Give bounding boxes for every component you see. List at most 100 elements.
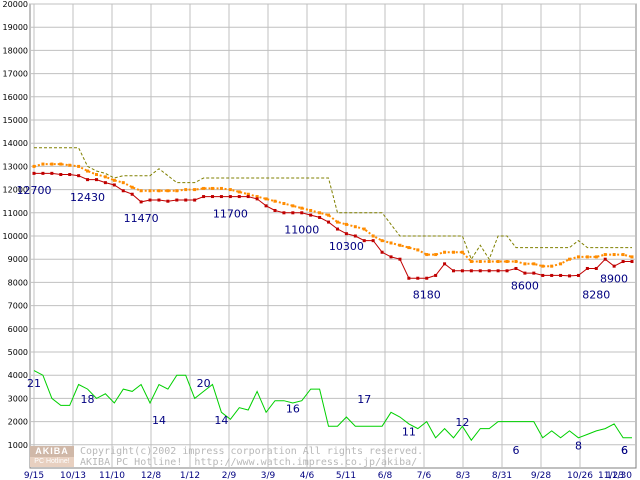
series-min-point — [86, 178, 90, 182]
series-avg-point — [166, 189, 170, 193]
series-min-point — [300, 211, 304, 215]
x-tick-label: 5/11 — [336, 471, 356, 480]
logo-top-text: AKIBA — [30, 446, 74, 457]
series-avg-point — [94, 173, 98, 177]
series-min-point — [112, 183, 116, 187]
series-avg-point — [184, 188, 188, 192]
series-min-point — [282, 211, 286, 215]
series-avg-point — [621, 253, 625, 257]
y-tick-label: 11000 — [3, 209, 28, 218]
series-avg-point — [112, 178, 116, 182]
series-min-point — [541, 273, 545, 277]
series-min-point — [371, 239, 375, 243]
series-avg-point — [68, 163, 72, 167]
series-avg-point — [505, 260, 509, 264]
x-tick-label: 11/10 — [99, 471, 125, 480]
series-min-point — [59, 173, 63, 177]
series-avg-point — [532, 262, 536, 266]
series-avg-point — [362, 227, 366, 231]
series-min-point — [202, 195, 206, 199]
series-avg-point — [318, 211, 322, 215]
series-min-point — [612, 264, 616, 268]
series-avg-point — [434, 253, 438, 257]
series-avg-point — [219, 186, 223, 190]
series-avg-point — [496, 260, 500, 264]
series-min-point — [523, 271, 527, 275]
x-tick-label: 2/9 — [222, 471, 237, 480]
series-min-point — [514, 266, 518, 270]
series-avg-point — [282, 202, 286, 206]
data-label: 8600 — [511, 279, 539, 292]
series-avg-point — [487, 260, 491, 264]
series-min-point — [496, 269, 500, 273]
y-tick-label: 9000 — [8, 255, 28, 264]
series-avg-point — [478, 260, 482, 264]
series-min-point — [594, 266, 598, 270]
x-tick-label: 1/12 — [180, 471, 200, 480]
series-min-point — [469, 269, 473, 273]
series-min-point — [559, 273, 563, 277]
credit-line: AKIBA PC Hotline! http://www.watch.impre… — [80, 457, 418, 468]
series-avg-point — [344, 222, 348, 226]
series-min-point — [407, 276, 411, 280]
series-min-point — [148, 198, 152, 202]
x-tick-label: 10/13 — [60, 471, 86, 480]
series-avg-line — [33, 163, 633, 268]
series-count-line — [33, 370, 632, 442]
y-tick-label: 20000 — [3, 0, 28, 9]
series-min-point — [603, 257, 607, 261]
y-tick-label: 16000 — [3, 93, 28, 102]
series-max-line — [34, 147, 632, 261]
series-avg-point — [603, 253, 607, 257]
series-avg-point — [175, 189, 179, 193]
series-min-point — [621, 260, 625, 264]
series-avg-point — [541, 264, 545, 268]
series-min-point — [77, 174, 81, 178]
data-label: 14 — [214, 414, 228, 427]
series-avg-point — [211, 186, 215, 190]
y-tick-label: 2000 — [8, 418, 28, 427]
series-avg-point — [327, 213, 331, 217]
series-min-point — [175, 198, 179, 202]
series-avg-point — [469, 260, 473, 264]
series-min-point — [166, 199, 170, 203]
data-label: 20 — [197, 377, 211, 390]
data-label: 12 — [455, 416, 469, 429]
series-min-point — [219, 195, 223, 199]
x-tick-label: 9/15 — [24, 471, 44, 480]
series-avg-point — [41, 162, 45, 166]
y-tick-label: 4000 — [8, 371, 28, 380]
series-avg-point — [460, 250, 464, 254]
series-avg-point — [514, 260, 518, 264]
data-label: 11470 — [124, 212, 159, 225]
series-avg-point — [630, 255, 634, 259]
series-min-point — [532, 271, 536, 275]
series-avg-point — [228, 188, 232, 192]
series-min-point — [184, 198, 188, 202]
series-min-point — [585, 266, 589, 270]
y-tick-label: 18000 — [3, 46, 28, 55]
y-tick-label: 3000 — [8, 394, 28, 403]
series-avg-point — [353, 225, 357, 229]
series-min-point — [103, 181, 107, 185]
data-label: 11 — [402, 426, 416, 439]
series-min-point — [550, 273, 554, 277]
series-min-point — [478, 269, 482, 273]
copyright-line: Copyright(c)2002 impress corporation All… — [80, 446, 424, 457]
series-avg-point — [246, 192, 250, 196]
series-min-point — [228, 195, 232, 199]
series-min-point — [398, 257, 402, 261]
data-label: 10300 — [329, 240, 364, 253]
x-tick-label: 8/3 — [456, 471, 470, 480]
series-min-point — [335, 227, 339, 231]
series-avg-point — [193, 188, 197, 192]
series-min-point — [487, 269, 491, 273]
y-tick-label: 7000 — [8, 302, 28, 311]
series-min-point — [451, 269, 455, 273]
series-avg-point — [550, 264, 554, 268]
data-label: 21 — [27, 377, 41, 390]
series-min-point — [568, 274, 572, 278]
logo-bottom-text: PC Hotline! — [30, 457, 74, 467]
series-avg-point — [300, 206, 304, 210]
series-avg-point — [568, 257, 572, 261]
